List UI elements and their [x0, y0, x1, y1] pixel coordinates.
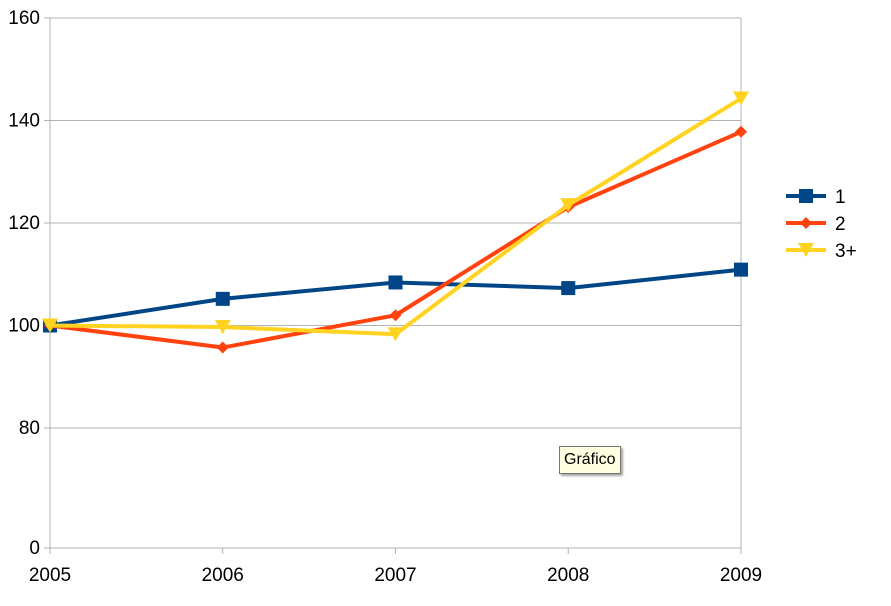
- legend-item-2: 2: [786, 214, 846, 235]
- data-point: [214, 320, 231, 335]
- y-tick-label: 80: [19, 418, 40, 439]
- x-tick-label: 2005: [29, 565, 71, 586]
- data-point: [733, 91, 749, 106]
- x-tick-label: 2006: [202, 565, 244, 586]
- y-tick-label: 100: [8, 316, 40, 337]
- chart-tooltip: Gráfico: [559, 446, 621, 474]
- data-point: [734, 262, 748, 277]
- series-1: [43, 262, 748, 333]
- series-layer: [42, 91, 749, 354]
- y-tick-label: 140: [8, 111, 40, 132]
- data-point: [215, 291, 230, 306]
- data-point: [387, 327, 404, 342]
- legend-item-3: 3+: [786, 241, 857, 262]
- x-tick-label: 2009: [720, 565, 762, 586]
- y-tick-label: 160: [8, 8, 40, 29]
- data-point: [389, 309, 402, 322]
- data-point: [560, 198, 577, 213]
- x-tick-label: 2007: [374, 565, 416, 586]
- legend: 1 2 3+: [786, 187, 857, 262]
- legend-label: 3+: [835, 241, 857, 262]
- axes: [44, 17, 742, 554]
- x-tick-label: 2008: [547, 565, 589, 586]
- series-3: [42, 91, 749, 342]
- data-point: [735, 125, 747, 138]
- legend-label: 2: [835, 214, 846, 235]
- legend-label: 1: [835, 187, 846, 208]
- series-line: [48, 96, 743, 337]
- legend-marker: [799, 189, 813, 203]
- legend-marker: [800, 217, 812, 229]
- y-tick-label: 0: [29, 538, 40, 559]
- x-axis-tick-labels: 2005 2006 2007 2008 2009: [29, 565, 762, 586]
- y-axis-tick-labels: 0 80 100 120 140 160: [8, 8, 40, 559]
- data-point: [561, 281, 576, 296]
- gridlines: [50, 17, 741, 429]
- legend-marker: [798, 243, 814, 257]
- data-point: [388, 275, 403, 290]
- data-point: [216, 341, 229, 354]
- legend-item-1: 1: [786, 187, 846, 208]
- data-point: [42, 318, 58, 333]
- y-tick-label: 120: [8, 213, 40, 234]
